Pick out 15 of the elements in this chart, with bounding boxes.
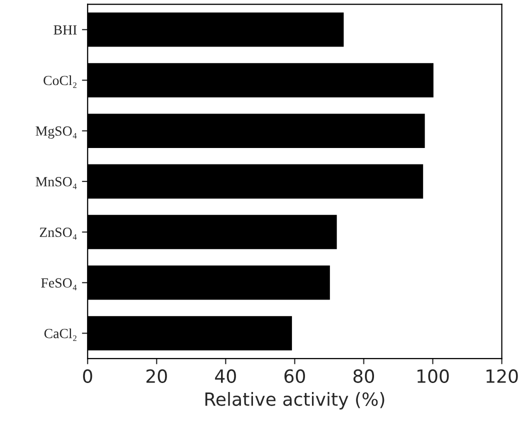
x-tick-label: 80 — [353, 369, 374, 383]
y-tick-label: MnSO₄ — [36, 177, 77, 190]
x-tick-label: 0 — [83, 369, 92, 383]
y-tick-label: BHI — [54, 25, 77, 34]
x-tick-label: 120 — [486, 369, 518, 383]
x-tick-label: 20 — [146, 369, 167, 383]
x-tick-label: 60 — [284, 369, 305, 383]
x-tick-label: 100 — [418, 369, 449, 383]
x-tick-label: 40 — [215, 369, 236, 383]
y-tick-label: FeSO₄ — [41, 278, 77, 290]
y-tick-label: ZnSO₄ — [40, 228, 77, 240]
y-tick-label: CoCl₂ — [44, 75, 76, 88]
x-axis-title: Relative activity (%) — [205, 392, 384, 410]
y-tick-label: MgSO₄ — [36, 126, 77, 139]
y-tick-label: CaCl₂ — [44, 328, 76, 341]
